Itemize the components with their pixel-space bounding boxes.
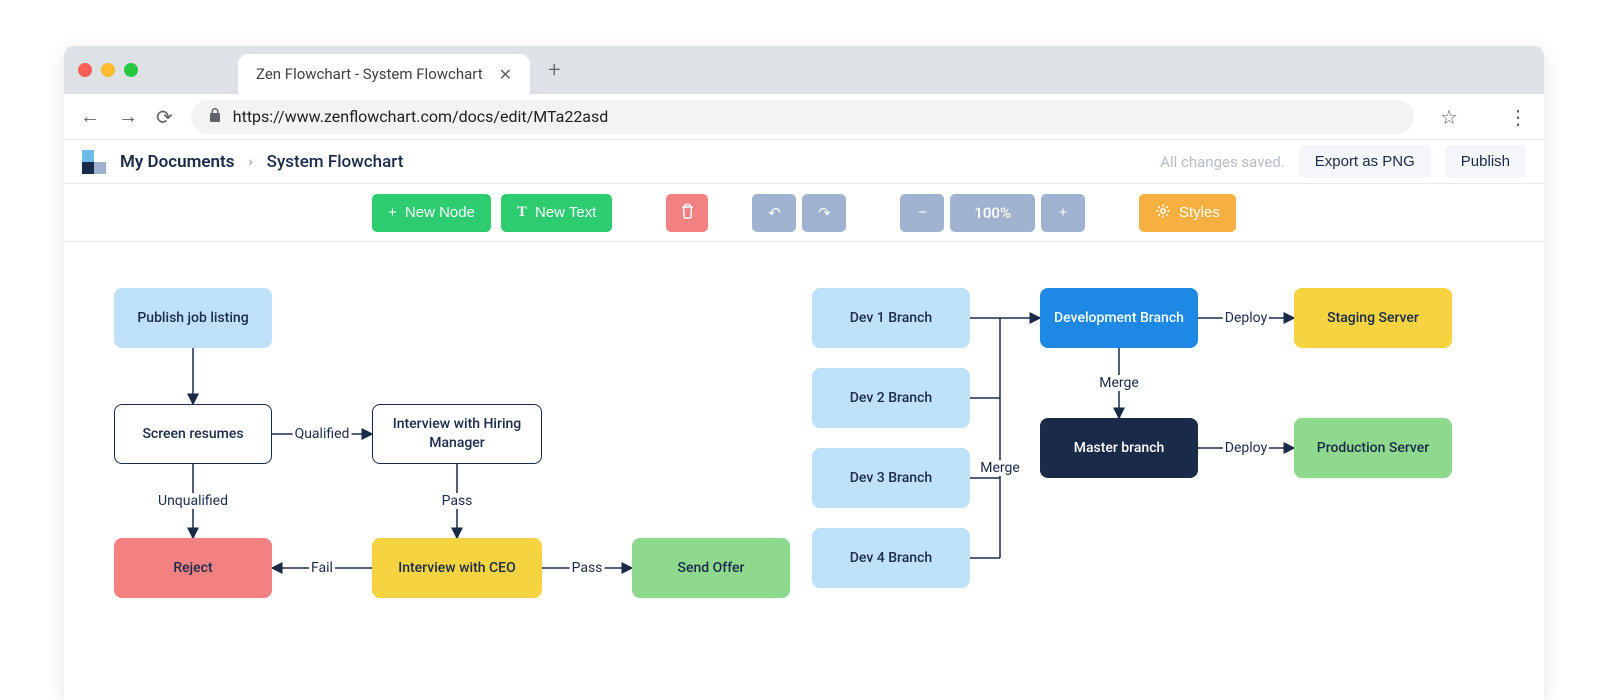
edge-label: Fail: [309, 560, 335, 576]
new-text-label: New Text: [535, 204, 596, 221]
flowchart-node[interactable]: Dev 4 Branch: [812, 528, 970, 588]
back-icon[interactable]: ←: [80, 104, 100, 129]
plus-icon: +: [1059, 204, 1068, 221]
breadcrumb-root[interactable]: My Documents: [120, 152, 234, 172]
redo-icon: ↷: [818, 204, 831, 222]
url-field[interactable]: https://www.zenflowchart.com/docs/edit/M…: [191, 100, 1414, 134]
flowchart-node[interactable]: Dev 2 Branch: [812, 368, 970, 428]
new-tab-icon[interactable]: +: [548, 58, 560, 83]
flowchart-node[interactable]: Staging Server: [1294, 288, 1452, 348]
window-controls: [78, 63, 138, 77]
browser-window: Zen Flowchart - System Flowchart ✕ + ← →…: [64, 46, 1544, 700]
save-status: All changes saved.: [1160, 153, 1285, 171]
zoom-in-button[interactable]: +: [1041, 194, 1085, 232]
browser-tab[interactable]: Zen Flowchart - System Flowchart ✕: [238, 54, 530, 94]
flowchart-node[interactable]: Development Branch: [1040, 288, 1198, 348]
edge-label: Merge: [978, 460, 1022, 476]
publish-button[interactable]: Publish: [1445, 145, 1526, 178]
flowchart-node[interactable]: Interview with Hiring Manager: [372, 404, 542, 464]
flowchart-canvas[interactable]: Publish job listing Screen resumes Intervi…: [64, 242, 1544, 700]
new-node-button[interactable]: + New Node: [372, 194, 491, 232]
flowchart-node[interactable]: Dev 1 Branch: [812, 288, 970, 348]
edge-label: Deploy: [1223, 440, 1269, 456]
flowchart-node[interactable]: Publish job listing: [114, 288, 272, 348]
history-group: ↶ ↷: [752, 194, 846, 232]
delete-button[interactable]: [666, 194, 708, 232]
chevron-right-icon: ›: [248, 154, 252, 170]
flowchart-node[interactable]: Master branch: [1040, 418, 1198, 478]
flowchart-node[interactable]: Production Server: [1294, 418, 1452, 478]
undo-icon: ↶: [768, 204, 781, 222]
app-header: My Documents › System Flowchart All chan…: [64, 140, 1544, 184]
edge-label: Pass: [440, 493, 475, 509]
zoom-out-button[interactable]: −: [900, 194, 944, 232]
flowchart-node[interactable]: Reject: [114, 538, 272, 598]
flowchart-node[interactable]: Send Offer: [632, 538, 790, 598]
bookmark-icon[interactable]: ☆: [1440, 105, 1458, 129]
browser-tab-strip: Zen Flowchart - System Flowchart ✕ +: [64, 46, 1544, 94]
lock-icon: [209, 107, 221, 126]
redo-button[interactable]: ↷: [802, 194, 846, 232]
minimize-window-icon[interactable]: [101, 63, 115, 77]
text-icon: T: [517, 204, 527, 221]
new-node-label: New Node: [405, 204, 475, 221]
edge-label: Pass: [570, 560, 605, 576]
close-window-icon[interactable]: [78, 63, 92, 77]
minus-icon: −: [918, 204, 927, 221]
maximize-window-icon[interactable]: [124, 63, 138, 77]
undo-button[interactable]: ↶: [752, 194, 796, 232]
flowchart-node[interactable]: Interview with CEO: [372, 538, 542, 598]
plus-icon: +: [388, 204, 397, 221]
browser-menu-icon[interactable]: ⋮: [1508, 105, 1528, 129]
toolbar: + New Node T New Text ↶ ↷ − 100% +: [64, 184, 1544, 242]
new-text-button[interactable]: T New Text: [501, 194, 612, 232]
styles-button[interactable]: Styles: [1139, 194, 1236, 232]
edge-label: Unqualified: [156, 493, 230, 509]
forward-icon[interactable]: →: [118, 104, 138, 129]
flowchart-node[interactable]: Screen resumes: [114, 404, 272, 464]
breadcrumb: My Documents › System Flowchart: [120, 152, 403, 172]
edge-label: Qualified: [293, 426, 352, 442]
export-button[interactable]: Export as PNG: [1299, 145, 1431, 178]
header-actions: All changes saved. Export as PNG Publish: [1160, 145, 1526, 178]
zoom-level: 100%: [950, 194, 1035, 232]
tab-title: Zen Flowchart - System Flowchart: [256, 65, 483, 83]
flowchart-node[interactable]: Dev 3 Branch: [812, 448, 970, 508]
trash-icon: [680, 203, 695, 223]
reload-icon[interactable]: ⟳: [156, 105, 173, 129]
url-text: https://www.zenflowchart.com/docs/edit/M…: [233, 107, 609, 126]
zoom-group: − 100% +: [900, 194, 1085, 232]
app-logo-icon: [82, 150, 106, 174]
gear-icon: [1155, 203, 1171, 223]
styles-label: Styles: [1179, 204, 1220, 221]
browser-address-bar: ← → ⟳ https://www.zenflowchart.com/docs/…: [64, 94, 1544, 140]
breadcrumb-current: System Flowchart: [267, 152, 404, 172]
close-tab-icon[interactable]: ✕: [499, 65, 512, 84]
edge-label: Deploy: [1223, 310, 1269, 326]
edge-label: Merge: [1097, 375, 1141, 391]
